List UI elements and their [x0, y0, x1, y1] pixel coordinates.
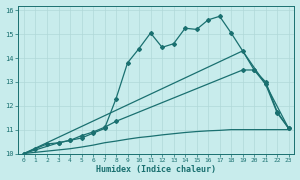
X-axis label: Humidex (Indice chaleur): Humidex (Indice chaleur) [96, 165, 216, 174]
